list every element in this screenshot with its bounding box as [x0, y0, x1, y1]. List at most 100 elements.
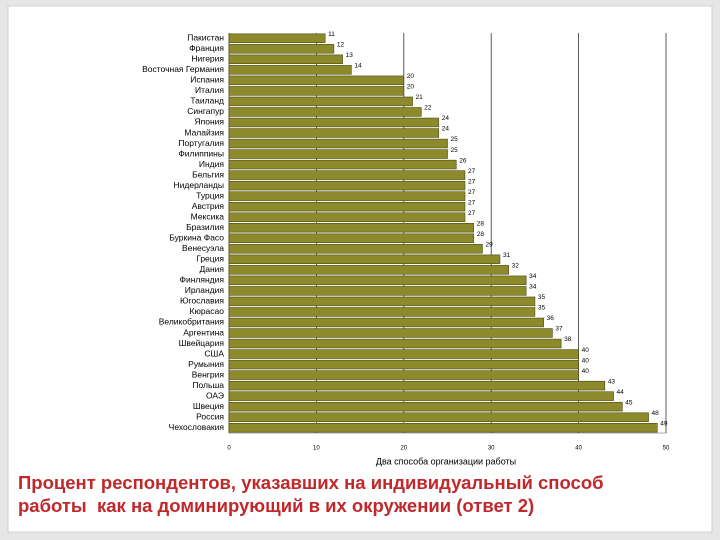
value-label: 28	[477, 231, 485, 238]
x-tick-label: 20	[400, 446, 407, 452]
y-tick-label: Дания	[199, 264, 224, 274]
y-tick-label: Кюрасао	[190, 306, 225, 316]
y-tick-label: Польша	[192, 380, 224, 390]
value-label: 48	[652, 410, 660, 417]
value-label: 34	[529, 284, 537, 291]
y-tick-label: Великобритания	[159, 317, 225, 327]
bar	[228, 201, 466, 212]
y-tick-label: Венесуэла	[182, 243, 224, 253]
y-tick-label: Буркина Фасо	[169, 233, 224, 243]
value-label: 37	[555, 326, 563, 333]
value-label: 24	[442, 115, 450, 122]
bar	[228, 391, 614, 401]
bar	[228, 54, 343, 65]
y-tick-label: Чехословакия	[169, 422, 225, 432]
value-label: 11	[328, 31, 335, 38]
y-tick-label: Финляндия	[180, 275, 225, 285]
value-label: 40	[582, 357, 590, 364]
bar	[228, 191, 466, 201]
bar	[228, 107, 422, 117]
y-tick-label: Румыния	[188, 359, 224, 369]
y-tick-label: Ирландия	[185, 285, 225, 295]
y-tick-label: Бельгия	[192, 169, 224, 179]
y-tick-label: Филиппины	[178, 148, 224, 158]
y-tick-label: Турция	[196, 190, 224, 200]
y-tick-label: Индия	[199, 159, 225, 169]
value-label: 27	[468, 178, 476, 185]
bar	[228, 44, 335, 54]
bar	[228, 380, 606, 391]
y-tick-label: Франция	[189, 43, 224, 53]
value-label: 27	[468, 168, 476, 175]
bar	[228, 138, 448, 149]
y-tick-label: Таиланд	[190, 96, 224, 106]
y-tick-label: Нигерия	[191, 54, 224, 64]
value-label: 28	[477, 220, 485, 227]
value-label: 25	[451, 147, 459, 154]
y-tick-label: Испания	[190, 75, 224, 85]
value-label: 24	[442, 126, 450, 133]
bar	[228, 117, 440, 128]
value-label: 45	[625, 399, 633, 406]
y-tick-label: Австрия	[192, 201, 225, 211]
x-axis-label: Два способа организации работы	[376, 456, 516, 466]
y-tick-label: США	[204, 348, 224, 358]
value-label: 31	[503, 252, 511, 259]
y-tick-label: Сингапур	[187, 106, 224, 116]
bar	[228, 159, 457, 170]
x-tick-label: 40	[575, 446, 582, 452]
y-tick-label: Восточная Германия	[142, 64, 224, 74]
value-label: 27	[468, 189, 476, 196]
value-label: 12	[337, 42, 345, 49]
value-label: 38	[564, 336, 572, 343]
y-tick-label: Нидерланды	[174, 180, 224, 190]
y-tick-label: ОАЭ	[206, 390, 224, 400]
value-label: 36	[547, 315, 555, 322]
x-tick-label: 10	[313, 446, 320, 452]
bar	[228, 96, 413, 107]
y-tick-label: Португалия	[178, 138, 224, 148]
caption-line: работы как на доминирующий в их окружени…	[18, 495, 534, 516]
bar	[228, 244, 483, 254]
value-label: 26	[459, 157, 467, 164]
bar	[228, 33, 326, 43]
y-tick-label: Мексика	[191, 211, 225, 221]
value-label: 14	[354, 63, 362, 70]
value-label: 40	[582, 368, 590, 375]
y-tick-label: Россия	[196, 411, 224, 421]
bar	[228, 170, 466, 180]
bar	[228, 212, 466, 222]
bar	[228, 370, 579, 380]
value-label: 27	[468, 199, 476, 206]
bar	[228, 349, 579, 359]
value-label: 25	[451, 136, 459, 143]
y-tick-label: Венгрия	[192, 369, 225, 379]
value-label: 20	[407, 84, 415, 91]
bar	[228, 75, 405, 86]
y-tick-label: Бразилия	[186, 222, 224, 232]
bar	[228, 180, 466, 191]
bar	[228, 286, 527, 296]
value-label: 43	[608, 378, 616, 385]
value-label: 27	[468, 210, 476, 217]
bar	[228, 149, 448, 159]
y-tick-label: Аргентина	[183, 327, 224, 337]
y-tick-label: Югославия	[180, 296, 224, 306]
x-tick-label: 50	[663, 446, 670, 452]
value-label: 35	[538, 305, 546, 312]
bar	[228, 86, 405, 96]
bar	[228, 317, 544, 328]
value-label: 32	[512, 263, 520, 270]
bar	[228, 265, 509, 275]
bar	[228, 223, 475, 233]
value-label: 22	[424, 105, 432, 112]
bar	[228, 65, 352, 75]
x-tick-label: 30	[488, 446, 495, 452]
value-label: 40	[582, 347, 590, 354]
bar	[228, 233, 475, 243]
bar	[228, 307, 536, 317]
y-tick-label: Греция	[196, 254, 224, 264]
value-label: 29	[485, 242, 493, 249]
